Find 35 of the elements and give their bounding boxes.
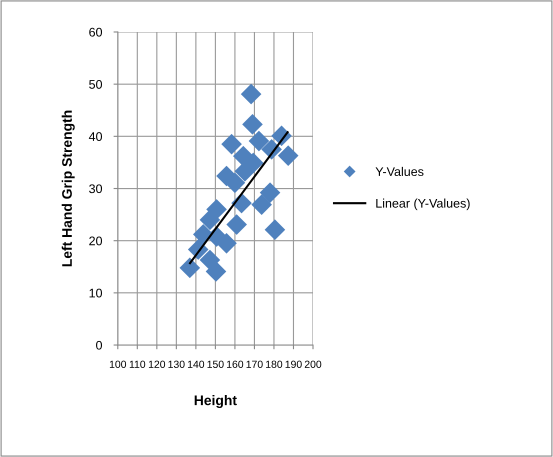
point — [260, 182, 280, 203]
y-tick-label: 20 — [89, 236, 102, 246]
x-tick-label: 160 — [227, 360, 244, 368]
x-tick-label: 110 — [130, 360, 146, 368]
y-tick-label: 40 — [88, 132, 102, 141]
x-tick-label: 200 — [304, 360, 322, 368]
point — [206, 261, 226, 282]
x-tick-label: 190 — [286, 360, 302, 368]
y-tick-label: 50 — [89, 80, 102, 89]
point — [180, 258, 200, 278]
y-axis-title: Left Hand Grip Strength — [62, 110, 75, 266]
point — [251, 194, 272, 215]
x-tick-label: 180 — [266, 360, 282, 368]
x-tick-label: 150 — [208, 360, 224, 368]
point — [200, 210, 220, 230]
y-tick-label: 10 — [90, 288, 102, 298]
point — [242, 114, 263, 135]
x-tick-label: 100 — [110, 360, 126, 368]
y-tick-label: 0 — [96, 340, 102, 350]
y-tick-label: 30 — [89, 184, 102, 194]
point — [264, 219, 286, 240]
legend-label: Y-Values — [376, 166, 424, 176]
point — [216, 232, 237, 254]
x-tick-label: 130 — [168, 360, 185, 368]
point — [221, 134, 242, 154]
legend-label: Linear (Y-Values) — [376, 198, 470, 210]
x-tick-label: 170 — [246, 360, 263, 368]
x-tick-label: 140 — [188, 360, 204, 368]
point — [240, 84, 262, 104]
x-tick-label: 120 — [148, 360, 166, 368]
point — [278, 145, 299, 166]
point — [226, 214, 247, 235]
y-tick-label: 60 — [89, 28, 102, 37]
point — [248, 130, 270, 152]
x-axis-title: Height — [194, 395, 237, 408]
